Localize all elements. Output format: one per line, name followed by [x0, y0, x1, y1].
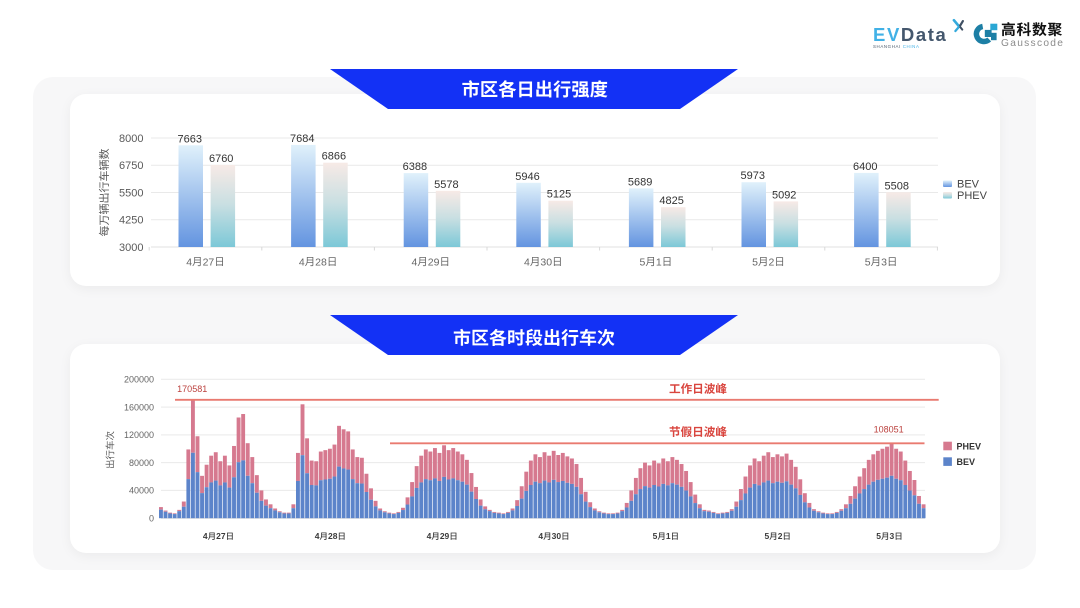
svg-text:BEV: BEV — [957, 179, 980, 191]
svg-text:4: 4 — [411, 256, 417, 268]
svg-text:7: 7 — [221, 531, 226, 541]
svg-text:120000: 120000 — [124, 430, 154, 440]
svg-text:3: 3 — [881, 256, 887, 268]
svg-text:6750: 6750 — [119, 160, 143, 172]
svg-text:1: 1 — [666, 531, 671, 541]
svg-text:4: 4 — [524, 256, 530, 268]
svg-text:0: 0 — [556, 531, 561, 541]
svg-text:SHANGHAI CHINA: SHANGHAI CHINA — [873, 44, 920, 49]
svg-text:6388: 6388 — [403, 161, 427, 173]
svg-text:5973: 5973 — [741, 170, 765, 182]
svg-text:0: 0 — [546, 256, 552, 268]
svg-text:4: 4 — [186, 256, 192, 268]
svg-text:2: 2 — [769, 256, 775, 268]
svg-text:Gausscode: Gausscode — [1001, 38, 1064, 49]
svg-text:6760: 6760 — [209, 153, 233, 165]
svg-text:6866: 6866 — [322, 151, 346, 163]
svg-text:PHEV: PHEV — [957, 190, 988, 202]
svg-text:40000: 40000 — [129, 486, 154, 496]
svg-text:5508: 5508 — [885, 180, 909, 192]
svg-text:4: 4 — [315, 531, 320, 541]
svg-text:9: 9 — [445, 531, 450, 541]
svg-text:5500: 5500 — [119, 187, 143, 199]
svg-text:3: 3 — [890, 531, 895, 541]
svg-text:EVData: EVData — [873, 24, 947, 45]
svg-text:5946: 5946 — [515, 171, 539, 183]
svg-text:5: 5 — [640, 256, 646, 268]
svg-text:5578: 5578 — [434, 179, 458, 191]
svg-text:2: 2 — [203, 256, 209, 268]
svg-text:5: 5 — [865, 256, 871, 268]
svg-text:4: 4 — [203, 531, 208, 541]
svg-text:8: 8 — [333, 531, 338, 541]
svg-text:160000: 160000 — [124, 402, 154, 412]
svg-text:8: 8 — [321, 256, 327, 268]
svg-text:5092: 5092 — [772, 189, 796, 201]
svg-text:5: 5 — [752, 256, 758, 268]
svg-text:200000: 200000 — [124, 375, 154, 385]
svg-text:9: 9 — [434, 256, 440, 268]
svg-text:2: 2 — [328, 531, 333, 541]
svg-text:2: 2 — [778, 531, 783, 541]
svg-text:2: 2 — [216, 531, 221, 541]
svg-text:7: 7 — [208, 256, 214, 268]
svg-text:0: 0 — [149, 513, 154, 523]
svg-text:3: 3 — [540, 256, 546, 268]
svg-text:1: 1 — [656, 256, 662, 268]
svg-text:4250: 4250 — [119, 215, 143, 227]
svg-text:5: 5 — [876, 531, 881, 541]
svg-text:4: 4 — [299, 256, 305, 268]
svg-text:2: 2 — [428, 256, 434, 268]
svg-text:7663: 7663 — [178, 133, 202, 145]
svg-text:108051: 108051 — [874, 425, 904, 435]
svg-text:5689: 5689 — [628, 176, 652, 188]
svg-text:4825: 4825 — [659, 195, 683, 207]
svg-text:3000: 3000 — [119, 242, 143, 254]
svg-text:3: 3 — [552, 531, 557, 541]
svg-text:2: 2 — [440, 531, 445, 541]
svg-text:170581: 170581 — [177, 384, 207, 394]
svg-text:2: 2 — [315, 256, 321, 268]
svg-text:5: 5 — [764, 531, 769, 541]
svg-text:4: 4 — [427, 531, 432, 541]
svg-text:BEV: BEV — [957, 457, 976, 467]
svg-text:4: 4 — [538, 531, 543, 541]
svg-text:5: 5 — [653, 531, 658, 541]
svg-text:80000: 80000 — [129, 458, 154, 468]
svg-text:6400: 6400 — [853, 161, 877, 173]
svg-text:7684: 7684 — [290, 133, 314, 145]
svg-text:PHEV: PHEV — [957, 441, 982, 451]
svg-text:5125: 5125 — [547, 189, 571, 201]
svg-text:8000: 8000 — [119, 133, 143, 145]
